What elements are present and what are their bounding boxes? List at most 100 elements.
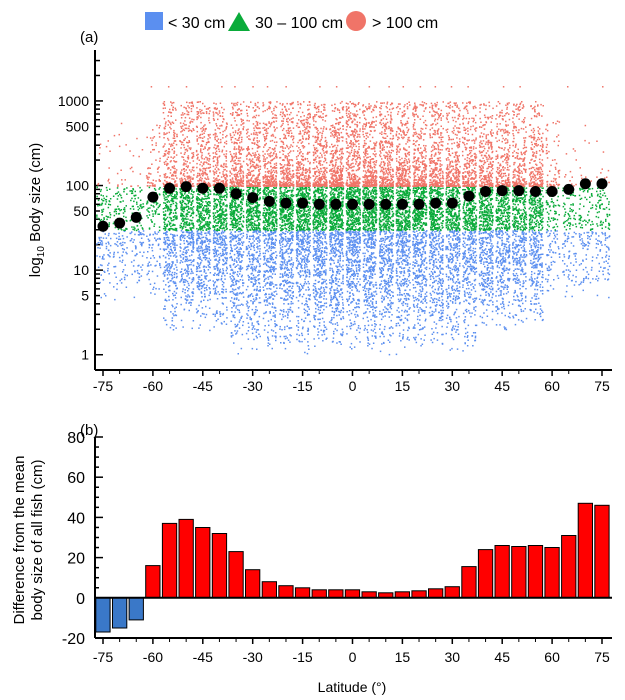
scatter-point [225,237,228,239]
scatter-point [191,230,193,232]
scatter-point [189,180,192,182]
scatter-point [215,150,218,152]
scatter-point [241,274,243,277]
scatter-point [190,272,192,275]
scatter-point [270,275,272,278]
scatter-point [249,214,251,217]
scatter-point [169,252,171,255]
scatter-point [225,125,228,128]
scatter-point [188,270,190,273]
scatter-point [163,271,165,274]
scatter-point [239,170,242,173]
scatter-point [131,273,133,276]
scatter-point [168,244,171,246]
scatter-point [199,249,201,252]
scatter-point [152,205,154,207]
scatter-point [235,260,238,262]
scatter-point [202,201,204,203]
scatter-point [199,284,201,286]
scatter-point [219,115,222,117]
scatter-point [181,199,184,202]
scatter-point [197,219,199,221]
scatter-point [155,142,157,144]
scatter-point [252,274,255,276]
scatter-point [225,262,227,264]
scatter-point [262,207,265,210]
scatter-point [117,185,119,187]
scatter-point [190,299,192,301]
scatter-point [199,101,201,103]
scatter-point [183,129,186,132]
scatter-point [249,260,251,263]
scatter-point [174,310,176,313]
scatter-point [200,144,203,146]
scatter-point [192,155,195,158]
scatter-point [186,127,188,130]
scatter-point [191,118,193,121]
scatter-point [216,269,219,272]
scatter-point [206,211,208,213]
scatter-point [271,236,273,239]
scatter-point [153,286,155,289]
scatter-point [192,194,194,196]
scatter-point [164,154,166,157]
scatter-point [257,261,259,263]
scatter-point [201,278,203,281]
scatter-point [204,259,207,261]
scatter-point [230,320,232,322]
scatter-point [204,211,207,213]
scatter-point [152,255,154,257]
scatter-point [118,256,121,259]
scatter-point [195,239,198,241]
scatter-point [167,207,169,209]
scatter-point [213,282,216,284]
scatter-point [198,288,201,291]
scatter-point [180,147,182,149]
scatter-point [236,297,238,299]
scatter-point [175,208,177,210]
scatter-point [115,193,117,195]
scatter-point [198,267,201,269]
scatter-point [229,264,232,267]
scatter-point [152,182,154,185]
scatter-point [159,266,162,269]
scatter-point [252,229,255,231]
scatter-point [235,148,238,150]
scatter-point [252,139,255,142]
scatter-point [234,131,237,134]
scatter-point [223,249,225,251]
scatter-point [191,278,193,281]
scatter-point [175,272,178,275]
scatter-point [123,208,125,211]
scatter-point [189,162,191,164]
scatter-point [212,215,215,218]
scatter-point [208,117,210,119]
scatter-point [248,151,250,154]
scatter-point [171,261,173,263]
scatter-point [250,218,253,220]
scatter-point [208,223,210,226]
scatter-point [191,327,193,330]
scatter-point [252,180,255,182]
scatter-point [263,239,266,241]
scatter-point [233,183,235,185]
scatter-point [149,137,152,139]
scatter-point [164,107,166,109]
scatter-point [241,203,244,205]
scatter-point [172,122,175,124]
scatter-point [169,169,172,171]
scatter-point [259,160,261,162]
scatter-point [171,275,173,277]
scatter-point [207,149,209,151]
scatter-point [146,257,148,259]
scatter-point [175,266,178,269]
scatter-point [166,267,169,269]
scatter-point [204,147,206,150]
scatter-point [184,196,187,199]
scatter-point [201,165,203,167]
scatter-point [217,268,219,270]
scatter-point [154,293,156,295]
scatter-point [102,237,105,239]
scatter-point [140,233,143,236]
scatter-point [171,234,174,236]
